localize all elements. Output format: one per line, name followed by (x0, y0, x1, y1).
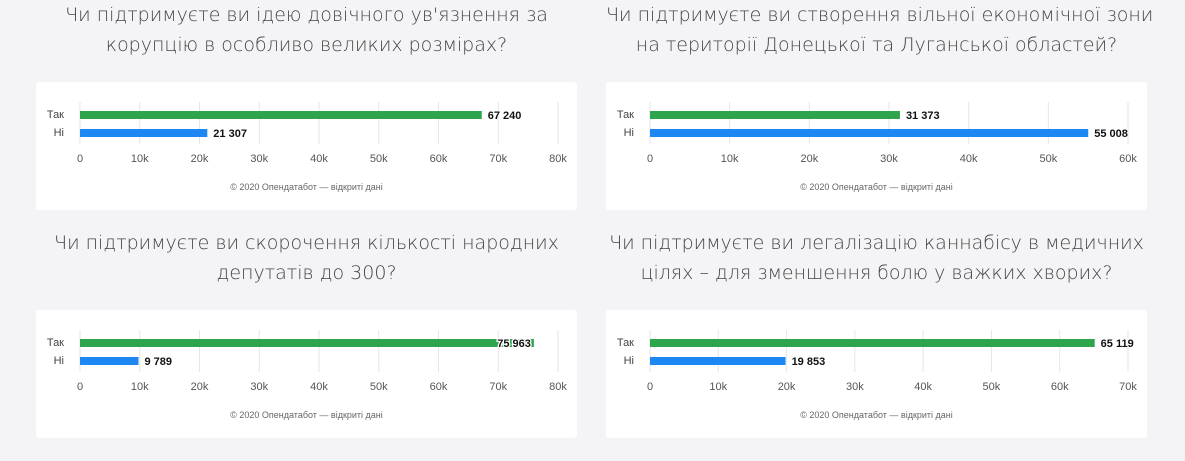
value-label: 55 008 (1094, 128, 1128, 140)
question-line-2: на території Донецької та Луганської обл… (635, 34, 1118, 56)
x-tick-label: 70k (1119, 381, 1137, 393)
question-line-2: корупцію в особливо великих розмірах? (105, 34, 508, 56)
value-label: 9 789 (144, 356, 172, 368)
x-tick-label: 10k (131, 381, 149, 393)
chart-panel-medical-cannabis: Чи підтримуєте ви легалізацію каннабісу … (606, 228, 1147, 438)
category-label: Так (617, 109, 634, 121)
x-tick-label: 40k (310, 153, 328, 165)
bar (80, 129, 208, 137)
chart-panel-life-sentence: Чи підтримуєте ви ідею довічного ув'язне… (36, 0, 577, 210)
x-tick-label: 50k (370, 381, 388, 393)
chart-card: 0 10k 20k 30k 40k 50k 60k Так 31 373 Ні 55 008 © 2… (606, 82, 1147, 210)
x-tick-label: 10k (721, 153, 739, 165)
value-label: 75 963 (497, 338, 531, 350)
x-tick-label: 0 (77, 381, 83, 393)
value-label: 65 119 (1101, 338, 1134, 350)
copyright-credit: © 2020 Опендатабот — відкриті дані (230, 410, 383, 420)
chart-card: 0 10k 20k 30k 40k 50k 60k 70k 80k Так 67 240 Ні 21 3… (36, 82, 577, 210)
x-tick-label: 0 (647, 381, 653, 393)
x-tick-label: 60k (430, 381, 448, 393)
question-title: Чи підтримуєте ви скорочення кількості н… (36, 228, 577, 300)
bar (650, 339, 1095, 347)
x-tick-label: 60k (430, 153, 448, 165)
x-tick-label: 40k (310, 381, 328, 393)
category-label: Ні (54, 127, 64, 139)
x-tick-label: 60k (1119, 153, 1137, 165)
question-line-2: цілях – для зменшення болю у важких хвор… (640, 262, 1113, 284)
bar (80, 111, 482, 119)
bar (650, 129, 1089, 137)
question-line-1: Чи підтримуєте ви створення вільної екон… (606, 4, 1154, 26)
x-tick-label: 20k (800, 153, 818, 165)
x-tick-label: 30k (846, 381, 864, 393)
x-tick-label: 50k (983, 381, 1001, 393)
value-label: 31 373 (906, 110, 940, 122)
x-tick-label: 0 (647, 153, 653, 165)
category-label: Ні (624, 355, 634, 367)
x-tick-label: 30k (880, 153, 898, 165)
chart-card: 0 10k 20k 30k 40k 50k 60k 70k Так 65 119 Ні 19 853 … (606, 310, 1147, 438)
x-tick-label: 40k (960, 153, 978, 165)
value-label: 21 307 (213, 128, 247, 140)
bar-chart: 0 10k 20k 30k 40k 50k 60k 70k 80k Так 67 240 Ні 21 3… (47, 102, 567, 165)
bar (80, 339, 534, 347)
chart-panel-free-economic-zone: Чи підтримуєте ви створення вільної екон… (606, 0, 1154, 210)
x-tick-label: 70k (489, 153, 507, 165)
category-label: Так (47, 337, 64, 349)
x-tick-label: 80k (549, 153, 567, 165)
chart-panel-reduce-deputies: Чи підтримуєте ви скорочення кількості н… (36, 228, 577, 438)
x-tick-label: 30k (250, 381, 268, 393)
x-tick-label: 50k (370, 153, 388, 165)
x-tick-label: 0 (77, 153, 83, 165)
x-tick-label: 80k (549, 381, 567, 393)
x-tick-label: 20k (191, 153, 209, 165)
category-label: Так (47, 109, 64, 121)
category-label: Так (617, 337, 634, 349)
category-label: Ні (624, 127, 634, 139)
question-line-1: Чи підтримуєте ви скорочення кількості н… (54, 232, 559, 254)
bar-chart: 0 10k 20k 30k 40k 50k 60k Так 31 373 Ні 55 008 (617, 102, 1137, 165)
question-title: Чи підтримуєте ви створення вільної екон… (606, 0, 1154, 72)
bar (650, 111, 900, 119)
value-label: 19 853 (792, 356, 826, 368)
question-title: Чи підтримуєте ви легалізацію каннабісу … (606, 228, 1147, 300)
value-label: 67 240 (488, 110, 522, 122)
question-title: Чи підтримуєте ви ідею довічного ув'язне… (36, 0, 577, 72)
category-label: Ні (54, 355, 64, 367)
bar (650, 357, 786, 365)
copyright-credit: © 2020 Опендатабот — відкриті дані (800, 410, 953, 420)
x-tick-label: 40k (914, 381, 932, 393)
copyright-credit: © 2020 Опендатабот — відкриті дані (230, 182, 383, 192)
x-tick-label: 50k (1039, 153, 1057, 165)
x-tick-label: 20k (778, 381, 796, 393)
x-tick-label: 30k (250, 153, 268, 165)
copyright-credit: © 2020 Опендатабот — відкриті дані (800, 182, 953, 192)
chart-card: 0 10k 20k 30k 40k 50k 60k 70k 80k Так 75 963 Ні 9 78… (36, 310, 577, 438)
x-tick-label: 70k (489, 381, 507, 393)
x-tick-label: 20k (191, 381, 209, 393)
question-line-2: депутатів до 300? (216, 262, 397, 284)
x-tick-label: 60k (1051, 381, 1069, 393)
x-tick-label: 10k (709, 381, 727, 393)
question-line-1: Чи підтримуєте ви ідею довічного ув'язне… (65, 4, 548, 26)
bar-chart: 0 10k 20k 30k 40k 50k 60k 70k Так 65 119 Ні 19 853 (617, 330, 1137, 393)
question-line-1: Чи підтримуєте ви легалізацію каннабісу … (609, 232, 1144, 254)
bar (80, 357, 139, 365)
x-tick-label: 10k (131, 153, 149, 165)
bar-chart: 0 10k 20k 30k 40k 50k 60k 70k 80k Так 75 963 Ні 9 78… (47, 330, 567, 393)
